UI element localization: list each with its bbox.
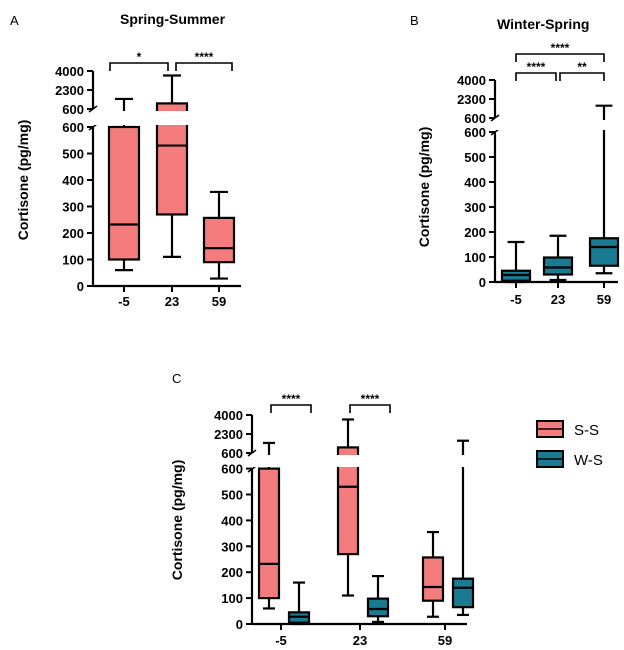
legend-label: S-S: [574, 422, 599, 439]
panel-label: A: [10, 13, 19, 28]
y-tick-label: 100: [62, 253, 84, 268]
y-tick-label: 2300: [457, 92, 486, 107]
y-axis-label: Cortisone (pg/mg): [169, 460, 185, 581]
y-tick-label: 600: [464, 125, 486, 140]
box-ws-59: [451, 577, 475, 609]
y-tick-label: 600: [221, 446, 243, 461]
y-tick-label: 500: [62, 147, 84, 162]
box-ss--5: [257, 467, 281, 600]
y-tick-label: 500: [221, 488, 243, 503]
y-tick-label: 300: [464, 200, 486, 215]
panel-label: B: [410, 13, 419, 28]
chart-title: Winter-Spring: [497, 16, 589, 32]
y-tick-label: 4000: [214, 408, 243, 423]
y-tick-label: 100: [464, 250, 486, 265]
significance-bracket: [559, 72, 605, 81]
y-tick-label: 600: [464, 111, 486, 126]
box-ws-59: [588, 237, 620, 267]
axis-break-gap: [496, 120, 620, 130]
legend-label: W-S: [574, 452, 603, 469]
y-tick-label: 500: [464, 150, 486, 165]
y-tick-label: 300: [62, 200, 84, 215]
significance-label: *: [137, 50, 142, 64]
significance-label: ****: [527, 60, 546, 74]
box-ss-59: [421, 556, 445, 602]
y-tick-label: 2300: [55, 83, 84, 98]
x-tick-label: 23: [353, 633, 367, 648]
y-tick-label: 200: [464, 225, 486, 240]
y-tick-label: 0: [479, 275, 486, 290]
significance-bracket: [109, 62, 169, 71]
x-tick-label: 59: [438, 633, 452, 648]
box-ws-23: [366, 597, 390, 618]
box-ss-59: [202, 216, 236, 264]
x-tick-label: 23: [551, 292, 565, 307]
significance-bracket: [515, 53, 605, 62]
significance-label: ****: [282, 392, 301, 406]
box-ws-23: [542, 256, 574, 276]
y-tick-label: 200: [62, 226, 84, 241]
y-tick-label: 0: [236, 617, 243, 632]
significance-label: ****: [195, 50, 214, 64]
y-tick-label: 100: [221, 591, 243, 606]
panel-label: C: [172, 371, 181, 386]
significance-bracket: [175, 62, 233, 71]
significance-label: ****: [361, 392, 380, 406]
significance-bracket: [349, 404, 391, 413]
significance-label: **: [577, 60, 587, 74]
y-tick-label: 0: [77, 279, 84, 294]
y-tick-label: 600: [62, 120, 84, 135]
significance-bracket: [515, 72, 557, 81]
y-tick-label: 400: [464, 175, 486, 190]
box-ss-23: [336, 446, 360, 556]
x-tick-label: 59: [212, 294, 226, 309]
significance-bracket: [270, 404, 312, 413]
y-tick-label: 400: [221, 513, 243, 528]
y-tick-label: 4000: [55, 64, 84, 79]
y-tick-label: 300: [221, 539, 243, 554]
x-tick-label: -5: [275, 633, 287, 648]
y-tick-label: 2300: [214, 427, 243, 442]
y-tick-label: 600: [221, 462, 243, 477]
box-ss--5: [107, 125, 141, 261]
y-tick-label: 600: [62, 102, 84, 117]
axis-break-gap: [253, 455, 469, 467]
x-tick-label: -5: [510, 292, 522, 307]
chart-title: Spring-Summer: [120, 11, 226, 27]
y-tick-label: 400: [62, 173, 84, 188]
significance-label: ****: [551, 41, 570, 55]
x-tick-label: -5: [118, 294, 130, 309]
y-axis-label: Cortisone (pg/mg): [15, 120, 31, 241]
axis-break-gap: [94, 111, 243, 125]
y-axis-label: Cortisone (pg/mg): [416, 127, 432, 248]
x-tick-label: 59: [597, 292, 611, 307]
y-tick-label: 4000: [457, 73, 486, 88]
x-tick-label: 23: [165, 294, 179, 309]
y-tick-label: 200: [221, 565, 243, 580]
